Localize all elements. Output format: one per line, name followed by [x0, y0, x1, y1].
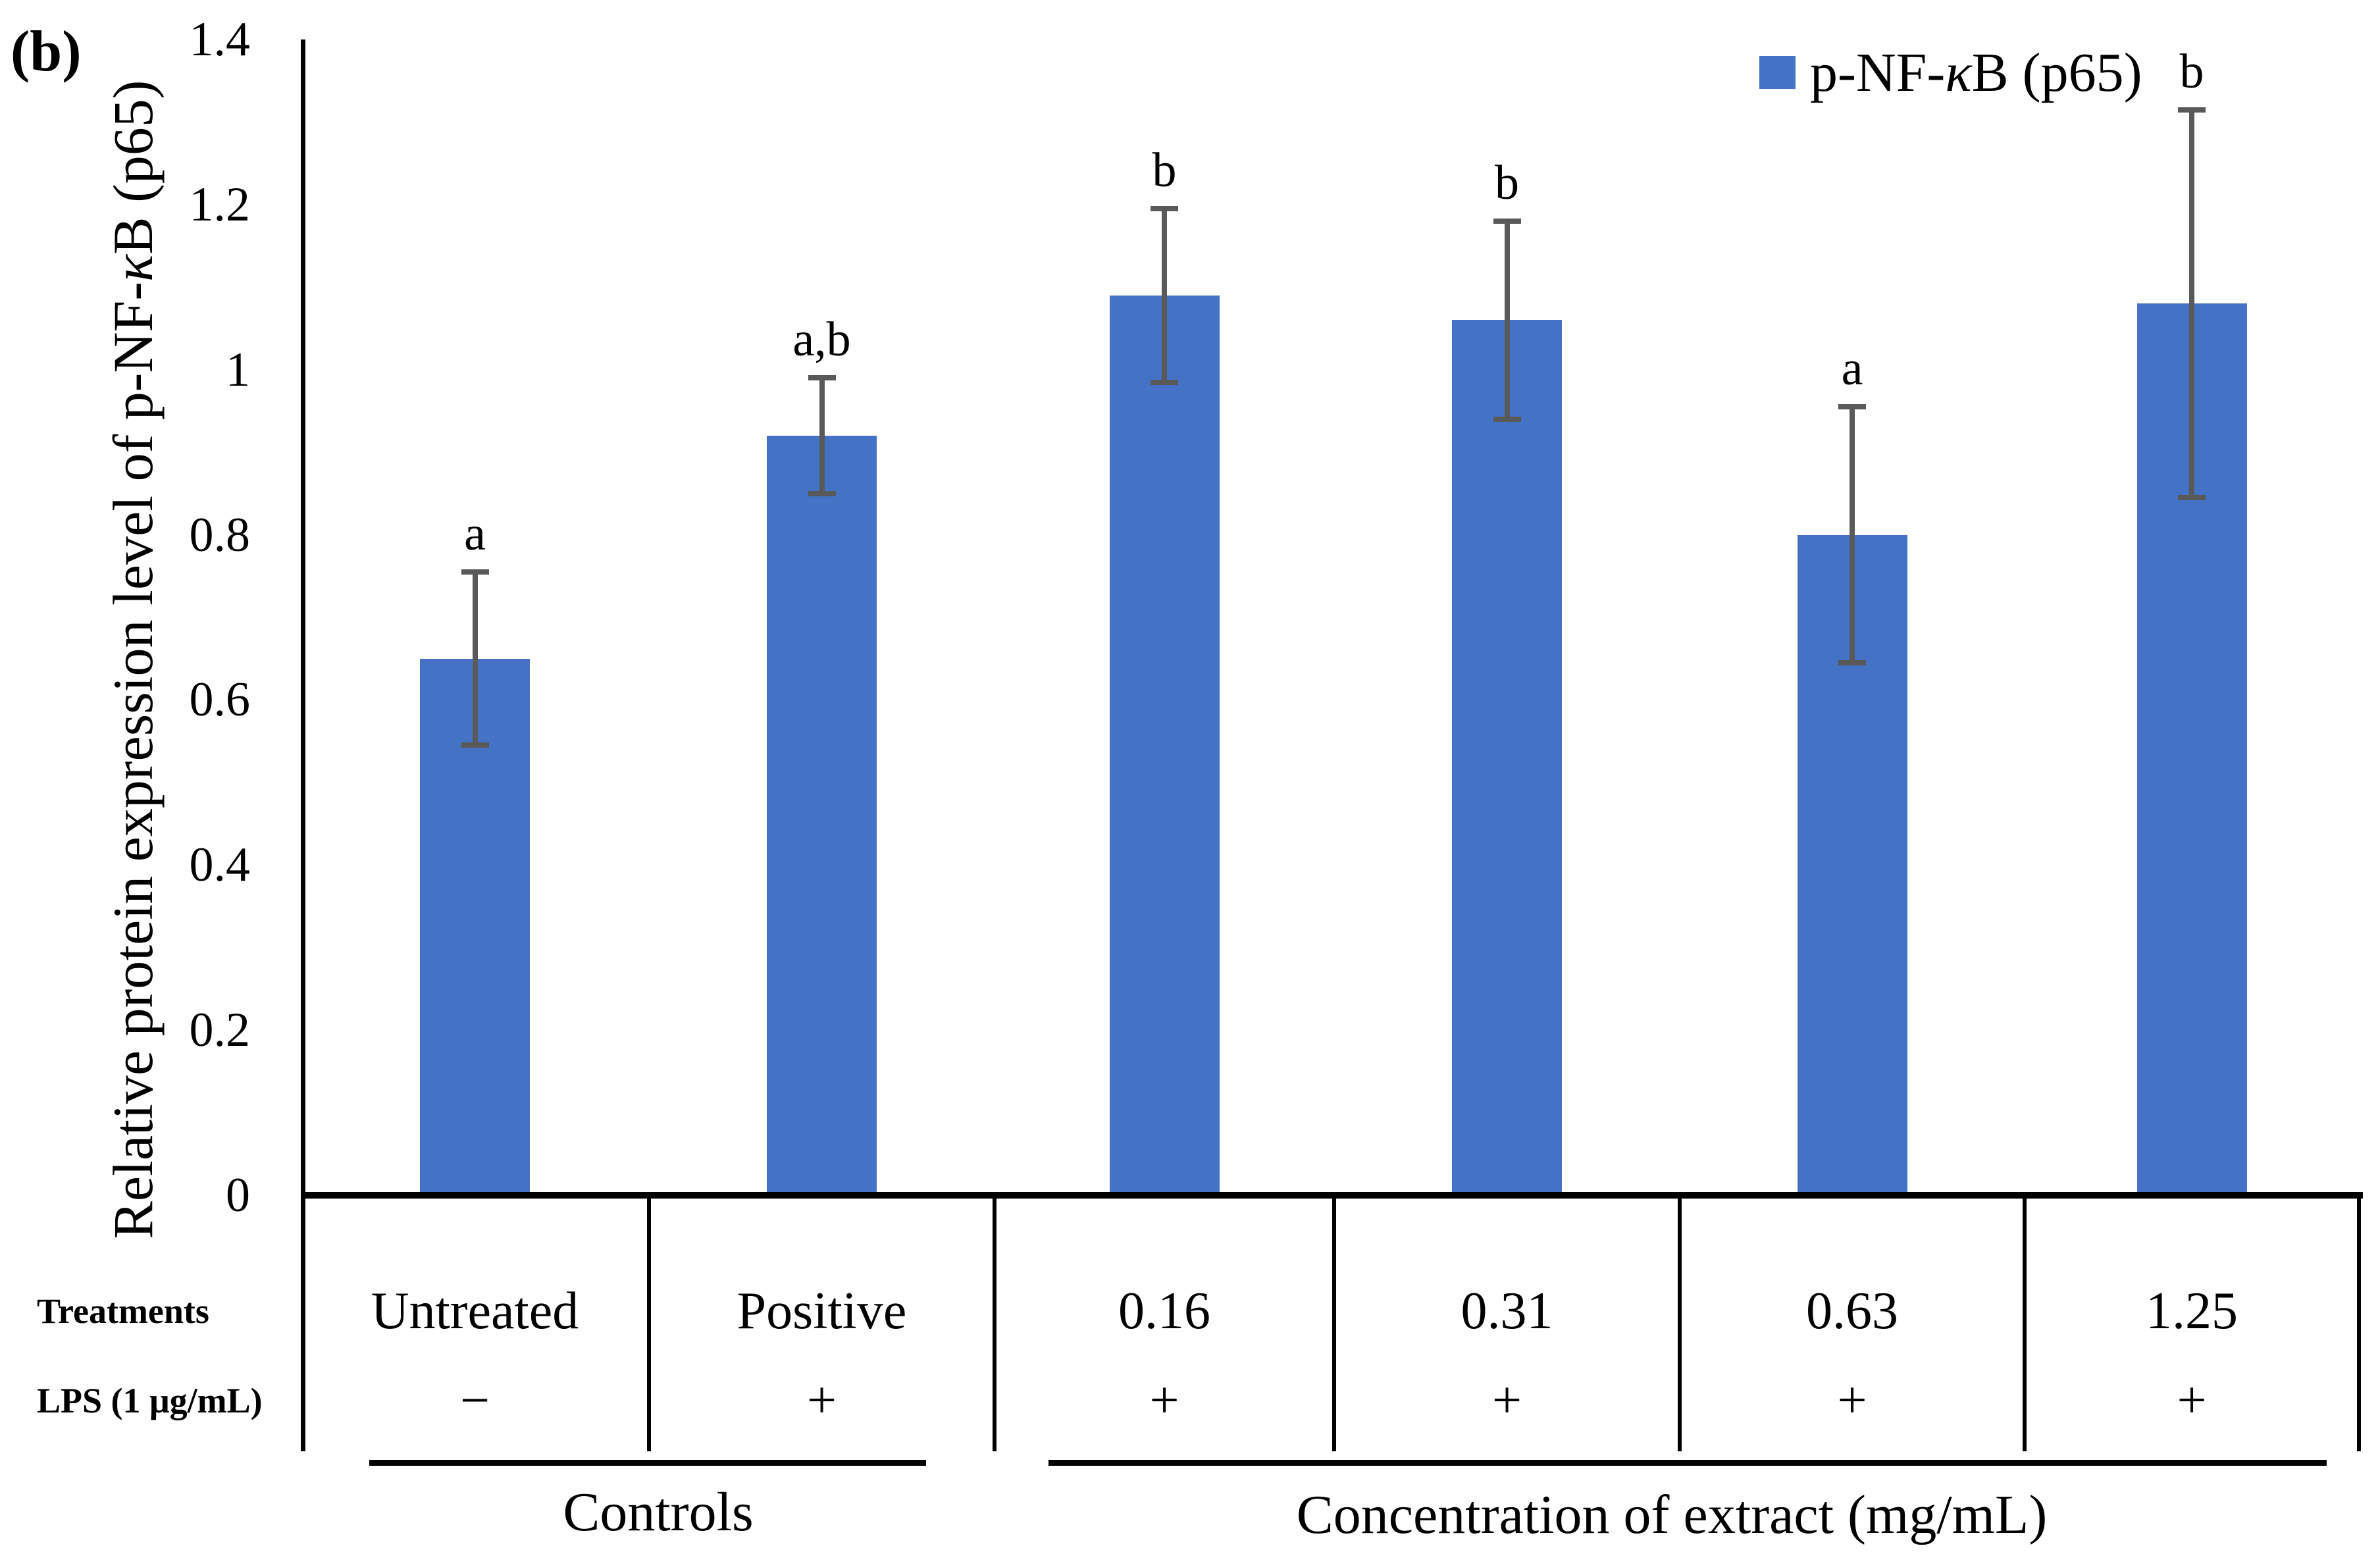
error-bar-bottom-cap [461, 742, 489, 748]
treatment-cell: Untreated [371, 1282, 579, 1340]
group-underline-extract [1048, 1460, 2327, 1466]
error-bar-bottom-cap [1493, 416, 1521, 422]
treatment-cell: 0.63 [1806, 1282, 1898, 1340]
error-bar-top-cap [461, 569, 489, 575]
legend: p-NF-κB (p65) [1759, 36, 2142, 109]
error-bar-top-cap [1151, 206, 1178, 212]
lps-cell: − [459, 1372, 490, 1430]
y-tick-label: 0 [226, 1168, 250, 1222]
y-tick-label: 1 [226, 342, 250, 397]
significance-letter: b [1152, 143, 1177, 198]
x-axis-baseline [301, 1192, 2363, 1199]
row-header-treatments: Treatments [37, 1291, 209, 1331]
y-tick-label: 0.2 [189, 1003, 251, 1058]
lps-cell: + [806, 1372, 837, 1430]
group-underline-controls [369, 1460, 926, 1466]
lps-cell: + [1149, 1372, 1179, 1430]
error-bar-top-cap [2178, 107, 2206, 113]
error-bar-top-cap [808, 375, 836, 381]
y-tick-label: 0.4 [189, 838, 251, 892]
y-axis-title: Relative protein expression level of p-N… [101, 80, 165, 1239]
error-bar-stem [819, 378, 825, 494]
table-divider [2357, 1195, 2361, 1451]
treatment-cell: 1.25 [2146, 1282, 2238, 1340]
significance-letter: b [1495, 155, 1519, 210]
y-axis-line [301, 39, 305, 1451]
italic-kappa: κ [1945, 41, 1972, 103]
legend-marker-swatch [1759, 56, 1796, 89]
bar-Untreated [420, 658, 530, 1195]
lps-cell: + [2177, 1372, 2207, 1430]
error-bar-bottom-cap [1838, 660, 1866, 665]
panel-label: (b) [11, 20, 82, 84]
bar-Positive [767, 436, 877, 1195]
treatment-cell: Positive [737, 1282, 907, 1340]
significance-letter: a,b [792, 313, 851, 367]
italic-kappa: κ [101, 254, 165, 282]
error-bar-top-cap [1493, 218, 1521, 224]
error-bar-stem [1850, 407, 1855, 663]
table-divider [647, 1195, 651, 1451]
group-label-extract: Concentration of extract (mg/mL) [1296, 1484, 2048, 1545]
error-bar-top-cap [1838, 404, 1866, 410]
legend-series-label: p-NF-κB (p65) [1810, 41, 2142, 103]
table-divider [2023, 1195, 2027, 1451]
group-label-controls: Controls [563, 1482, 754, 1543]
bar-0.31 [1452, 320, 1562, 1195]
y-tick-label: 1.4 [189, 13, 251, 66]
error-bar-stem [1504, 220, 1510, 419]
y-tick-label: 0.8 [189, 507, 251, 562]
lps-cell: + [1837, 1372, 1867, 1430]
error-bar-bottom-cap [2178, 495, 2206, 501]
error-bar-bottom-cap [808, 490, 836, 496]
significance-letter: b [2179, 44, 2204, 99]
treatment-cell: 0.16 [1118, 1282, 1210, 1340]
table-divider [1678, 1195, 1682, 1451]
error-bar-bottom-cap [1151, 379, 1178, 385]
y-tick-label: 1.2 [189, 177, 251, 232]
y-tick-label: 0.6 [189, 673, 251, 727]
error-bar-stem [472, 572, 478, 746]
lps-cell: + [1491, 1372, 1522, 1430]
bar-0.16 [1109, 295, 1220, 1195]
treatment-cell: 0.31 [1461, 1282, 1553, 1340]
row-header-lps: LPS (1 μg/mL) [37, 1381, 263, 1420]
table-divider [1332, 1195, 1336, 1451]
error-bar-stem [1162, 209, 1167, 382]
significance-letter: a [464, 507, 486, 561]
table-divider [993, 1195, 996, 1451]
significance-letter: a [1841, 342, 1863, 396]
error-bar-stem [2189, 109, 2194, 498]
